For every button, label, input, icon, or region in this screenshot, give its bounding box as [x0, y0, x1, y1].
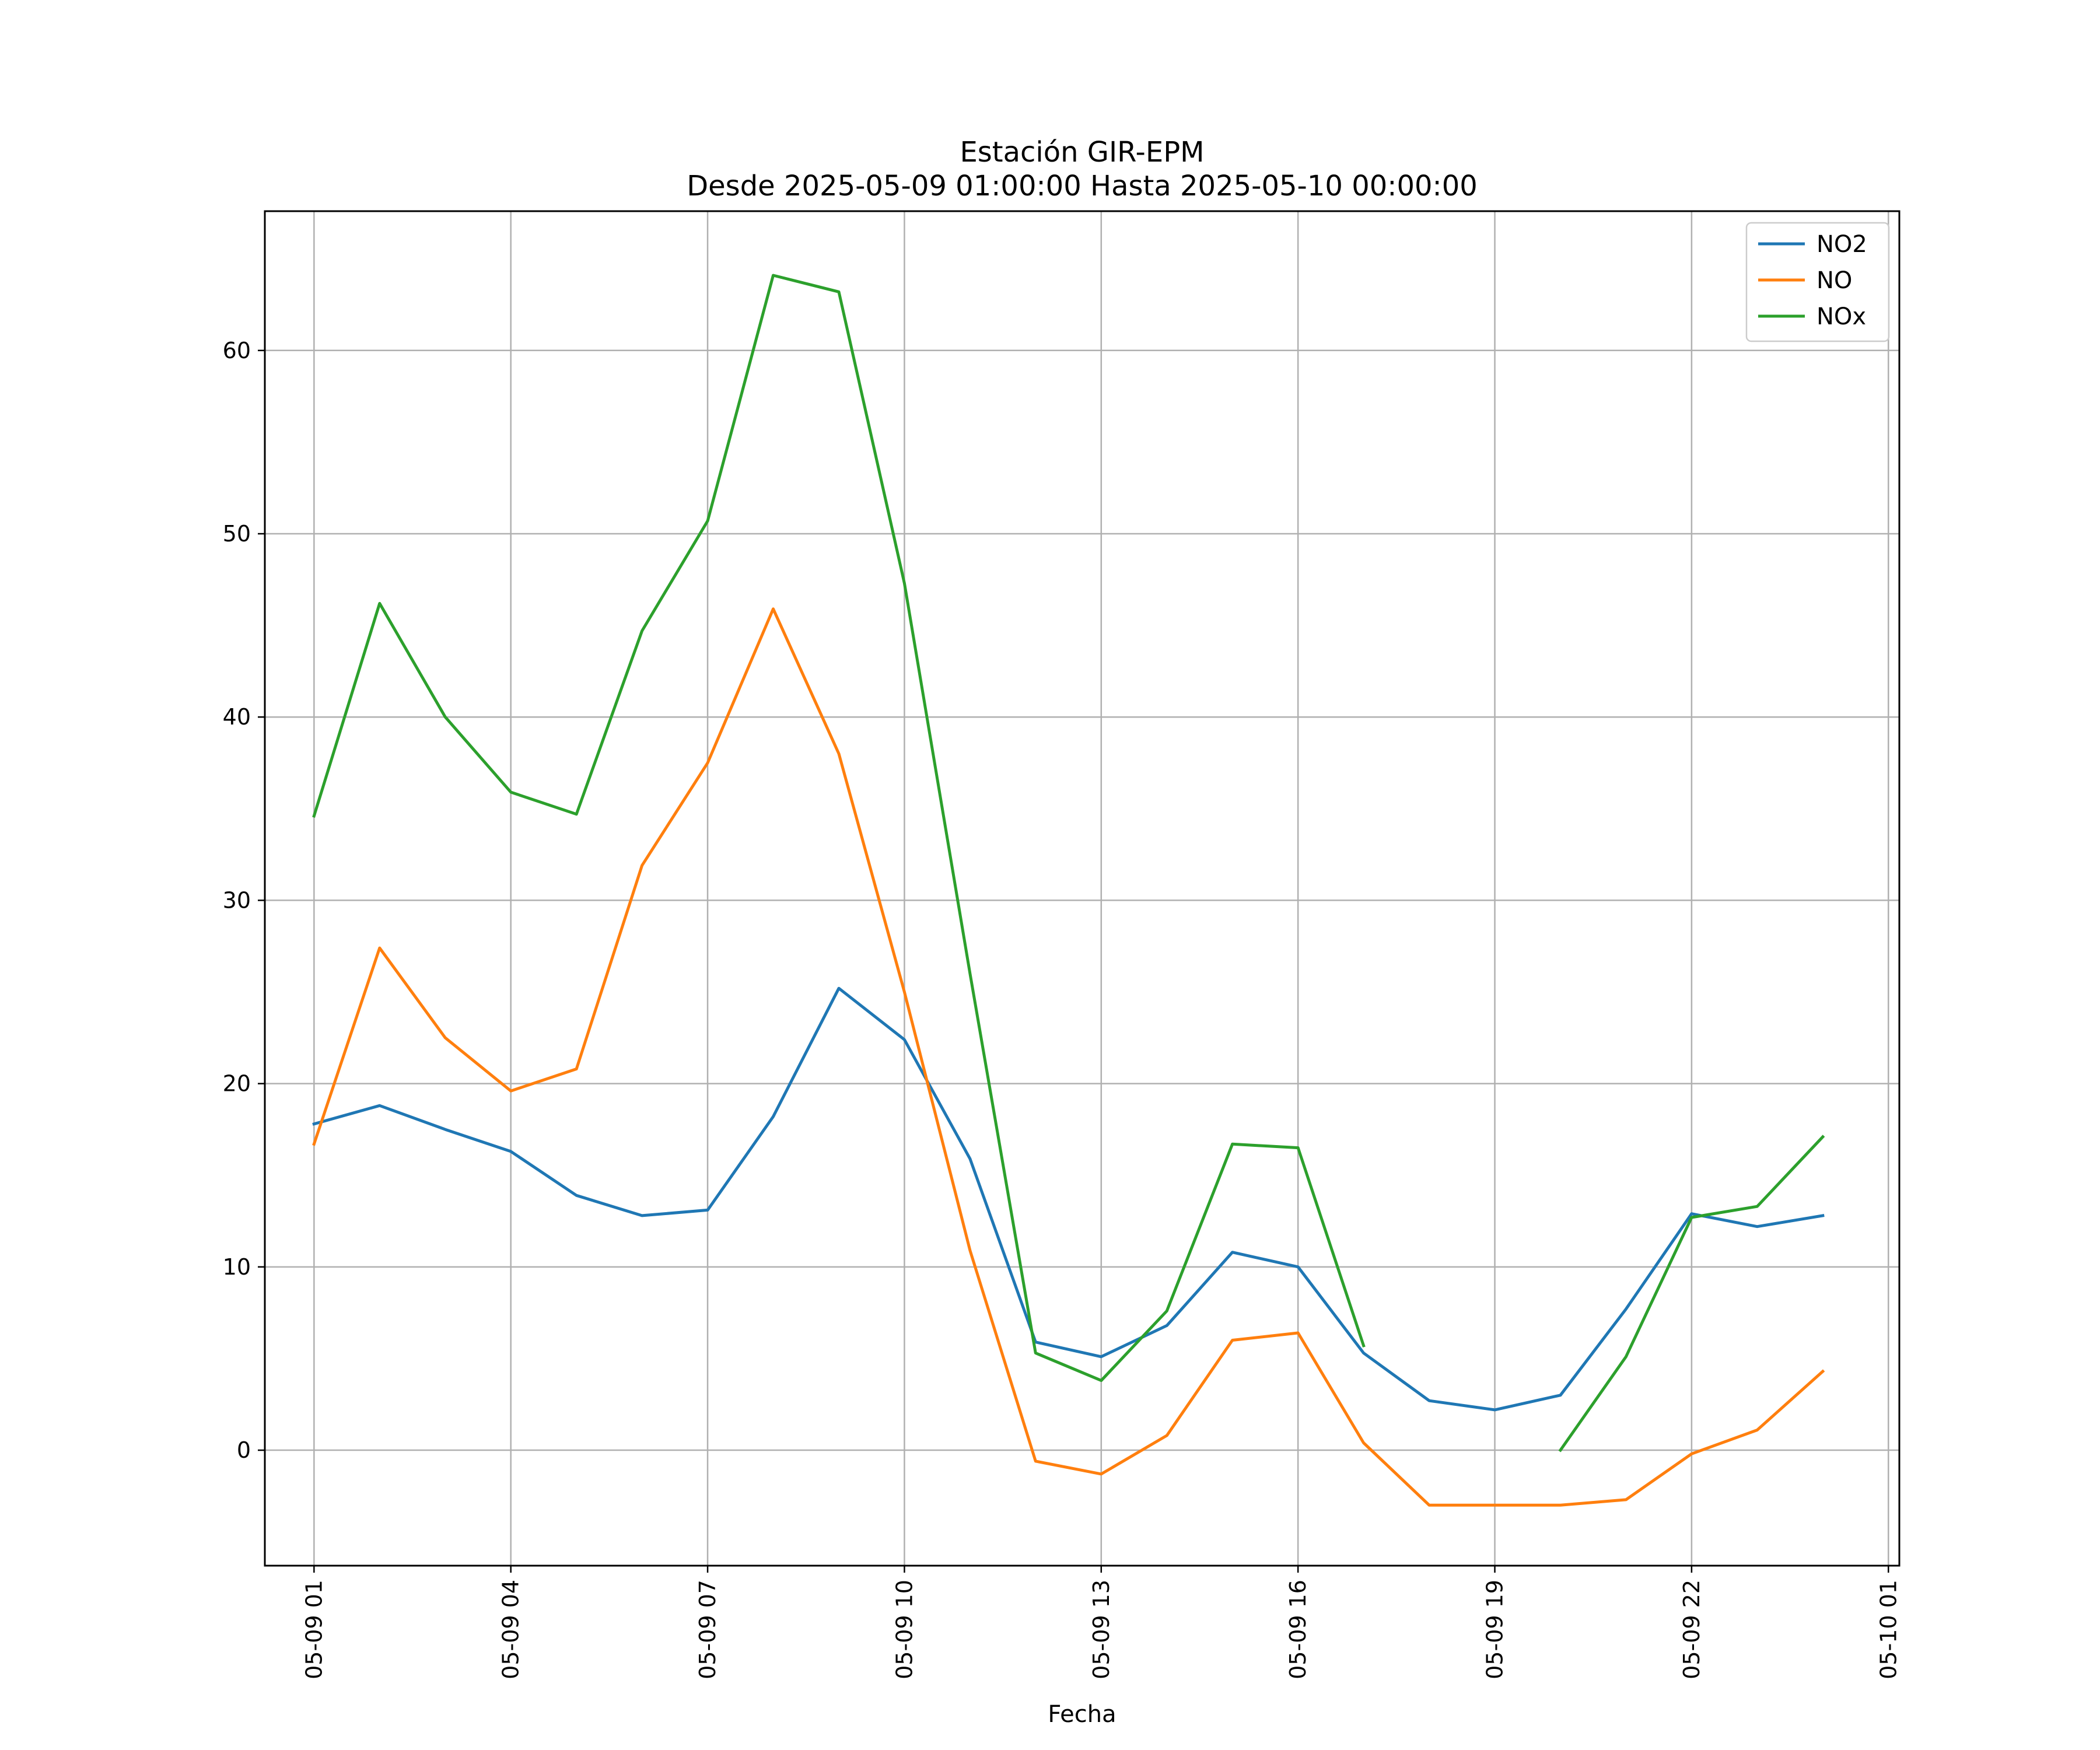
y-tick-label: 30 [223, 887, 251, 913]
x-tick-label: 05-09 07 [695, 1580, 720, 1679]
chart-title: Estación GIR-EPM [960, 136, 1204, 169]
plot-lines [312, 274, 1825, 1507]
y-tick-label: 0 [237, 1437, 251, 1463]
legend-label-no2: NO2 [1817, 231, 1867, 258]
x-tick-label: 05-09 01 [301, 1580, 327, 1679]
x-axis: 05-09 01 05-09 04 05-09 07 05-09 10 05-09 13… [301, 1566, 1901, 1679]
series-line-nox [312, 274, 1825, 1452]
y-tick-label: 60 [223, 338, 251, 363]
chart-subtitle: Desde 2025-05-09 01:00:00 Hasta 2025-05-… [687, 170, 1478, 202]
y-axis: 0 10 20 30 40 50 60 [223, 338, 265, 1463]
y-tick-label: 40 [223, 704, 251, 730]
y-tick-label: 50 [223, 521, 251, 547]
legend-box [1745, 222, 1890, 342]
series-line-no2 [312, 986, 1825, 1412]
x-tick-label: 05-09 16 [1285, 1580, 1311, 1679]
series-line-no [312, 607, 1825, 1507]
x-axis-label: Fecha [1048, 1701, 1116, 1728]
x-tick-label: 05-09 10 [891, 1580, 917, 1679]
x-tick-label: 05-09 13 [1088, 1580, 1114, 1679]
x-tick-label: 05-09 04 [498, 1580, 524, 1679]
x-tick-label: 05-10 01 [1875, 1580, 1901, 1679]
legend: NO2 NO NOx [1745, 222, 1890, 342]
legend-label-no: NO [1817, 267, 1852, 294]
x-tick-label: 05-09 22 [1679, 1580, 1704, 1679]
plot-area-frame [264, 210, 1901, 1567]
legend-label-nox: NOx [1817, 303, 1866, 330]
x-tick-label: 05-09 19 [1482, 1580, 1508, 1679]
y-tick-label: 20 [223, 1071, 251, 1097]
y-tick-label: 10 [223, 1254, 251, 1280]
